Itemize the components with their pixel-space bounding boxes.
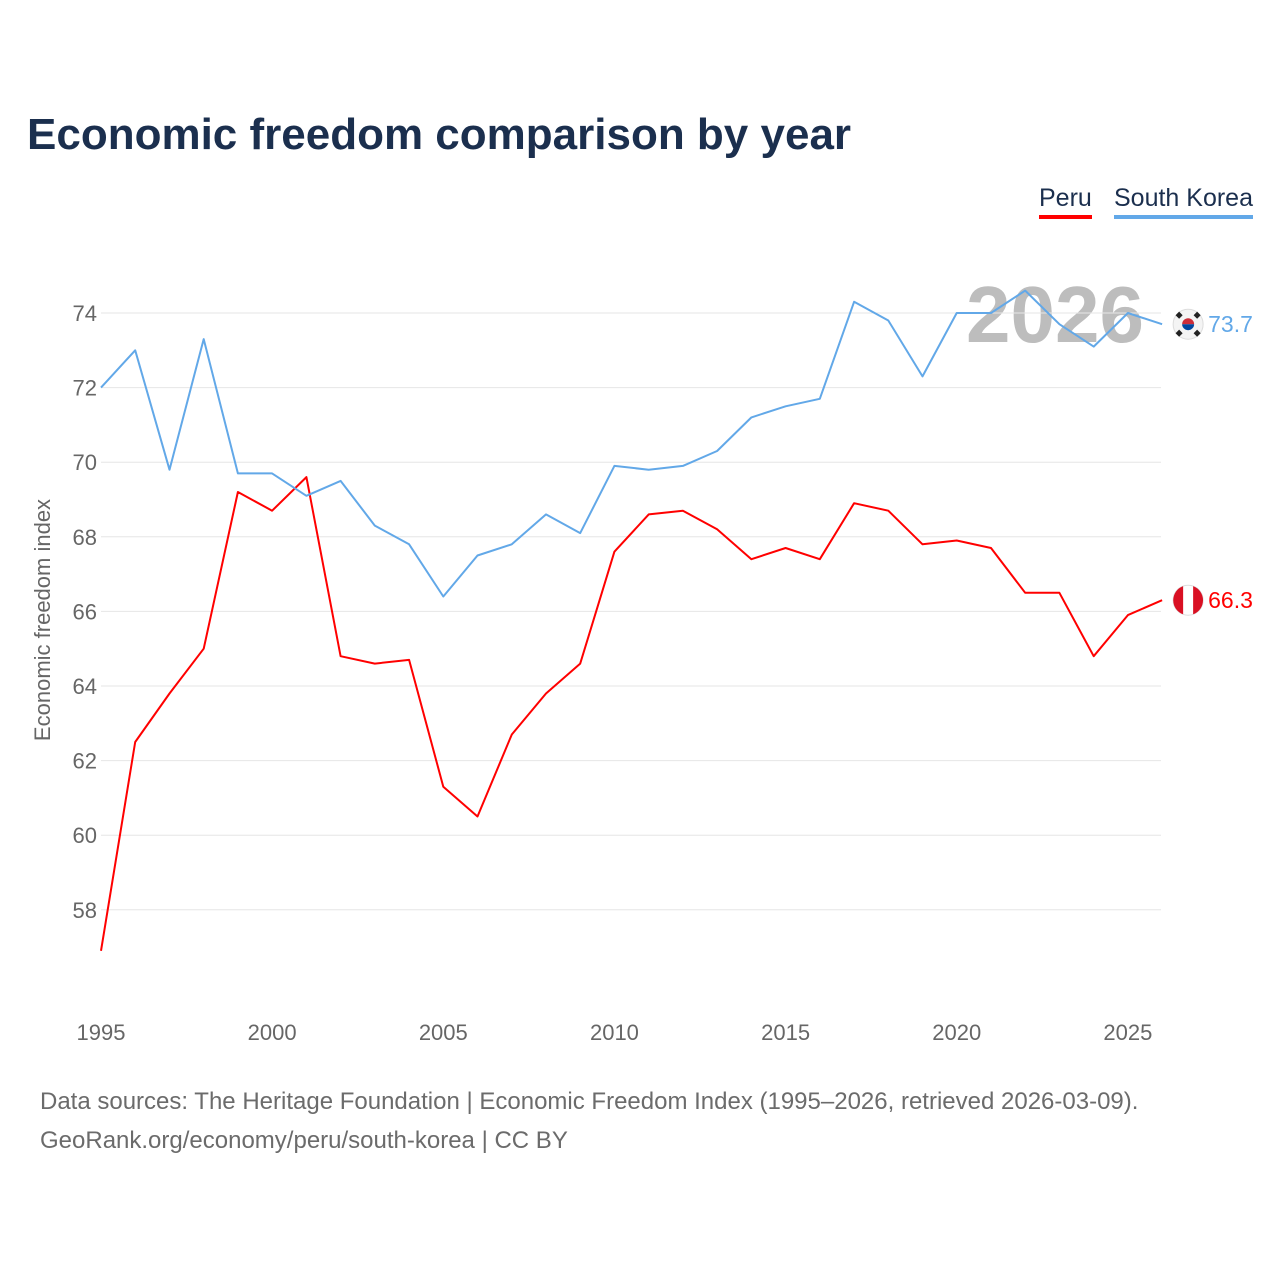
flag-taegeuk	[1182, 324, 1195, 331]
legend-south-korea[interactable]: South Korea	[1114, 184, 1253, 219]
y-tick-label: 64	[73, 674, 97, 699]
south-korea-flag-icon	[1172, 308, 1204, 340]
x-tick-label: 2015	[761, 1020, 810, 1045]
end-value-label: 66.3	[1208, 587, 1253, 613]
y-tick-label: 60	[73, 823, 97, 848]
x-tick-label: 2000	[248, 1020, 297, 1045]
y-tick-label: 62	[73, 749, 97, 774]
peru-flag-icon	[1172, 584, 1204, 616]
x-tick-label: 2005	[419, 1020, 468, 1045]
y-tick-label: 74	[73, 301, 97, 326]
series-line-peru	[100, 476, 1163, 951]
source-note: Data sources: The Heritage Foundation | …	[40, 1088, 1139, 1115]
year-watermark: 2026	[966, 270, 1144, 359]
flag-taegeuk	[1182, 318, 1195, 325]
y-tick-label: 66	[73, 599, 97, 624]
x-tick-label: 2020	[932, 1020, 981, 1045]
end-value-label: 73.7	[1208, 311, 1253, 337]
source-url[interactable]: GeoRank.org/economy/peru/south-korea | C…	[40, 1127, 568, 1154]
flag-band	[1193, 586, 1204, 615]
series-line-south-korea	[100, 289, 1163, 598]
y-tick-label: 58	[73, 898, 97, 923]
y-axis-label: Economic freedom index	[30, 499, 55, 741]
y-tick-label: 70	[73, 450, 97, 475]
y-tick-label: 68	[73, 525, 97, 550]
legend-peru[interactable]: Peru	[1039, 184, 1092, 219]
x-tick-label: 2010	[590, 1020, 639, 1045]
x-tick-label: 2025	[1103, 1020, 1152, 1045]
chart-title: Economic freedom comparison by year	[27, 110, 852, 159]
flag-band	[1173, 586, 1184, 615]
x-tick-label: 1995	[77, 1020, 126, 1045]
y-tick-label: 72	[73, 376, 97, 401]
